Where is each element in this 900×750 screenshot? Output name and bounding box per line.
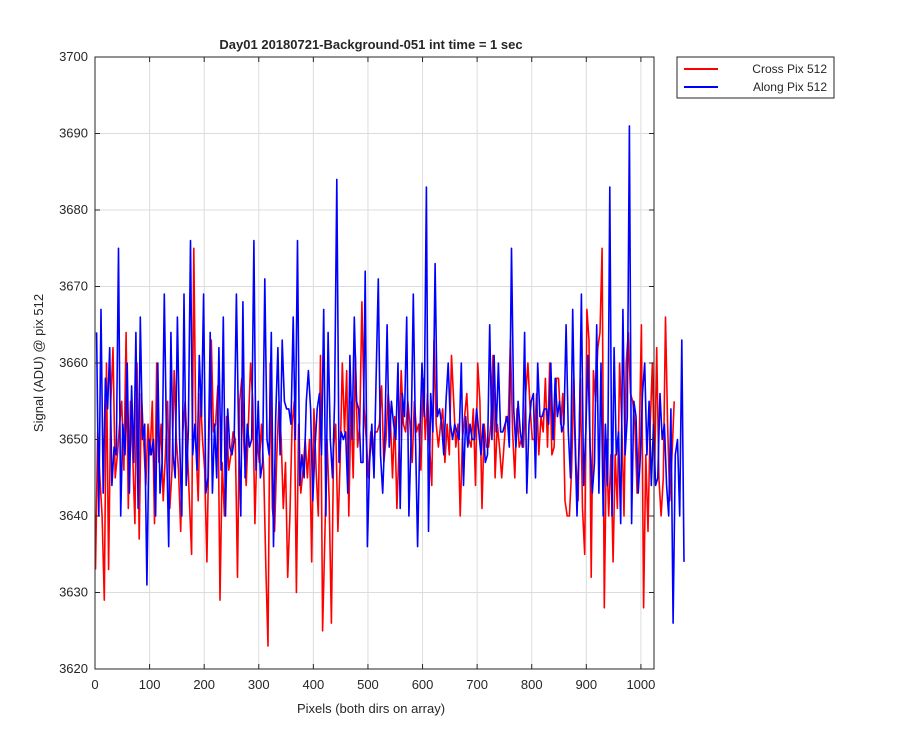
y-tick-label: 3680 xyxy=(59,202,88,217)
chart-title: Day01 20180721-Background-051 int time =… xyxy=(219,37,522,52)
x-tick-label: 500 xyxy=(357,677,379,692)
x-tick-label: 700 xyxy=(466,677,488,692)
y-tick-label: 3690 xyxy=(59,126,88,141)
x-tick-label: 1000 xyxy=(626,677,655,692)
x-tick-label: 300 xyxy=(248,677,270,692)
y-tick-label: 3630 xyxy=(59,585,88,600)
x-tick-label: 600 xyxy=(412,677,434,692)
y-tick-label: 3660 xyxy=(59,355,88,370)
y-axis-label: Signal (ADU) @ pix 512 xyxy=(31,294,46,432)
x-tick-label: 100 xyxy=(139,677,161,692)
legend-label-along: Along Pix 512 xyxy=(753,80,827,94)
legend-box xyxy=(676,56,835,99)
legend-label-cross: Cross Pix 512 xyxy=(752,62,827,76)
series-layer xyxy=(94,125,685,647)
y-tick-label: 3620 xyxy=(59,661,88,676)
x-tick-label: 900 xyxy=(575,677,597,692)
y-tick-label: 3640 xyxy=(59,508,88,523)
x-tick-label: 800 xyxy=(521,677,543,692)
x-tick-label: 0 xyxy=(91,677,98,692)
x-tick-label: 200 xyxy=(193,677,215,692)
y-tick-label: 3670 xyxy=(59,279,88,294)
legend: Cross Pix 512 Along Pix 512 xyxy=(676,56,835,99)
y-tick-label: 3650 xyxy=(59,432,88,447)
x-axis-label: Pixels (both dirs on array) xyxy=(297,701,445,716)
y-tick-label: 3700 xyxy=(59,49,88,64)
x-tick-label: 400 xyxy=(303,677,325,692)
tick-layer: 0 100 200 300 400 500 600 700 800 900 1000 3620 3630… xyxy=(59,49,655,692)
series-line-along-pix-512 xyxy=(95,125,685,624)
